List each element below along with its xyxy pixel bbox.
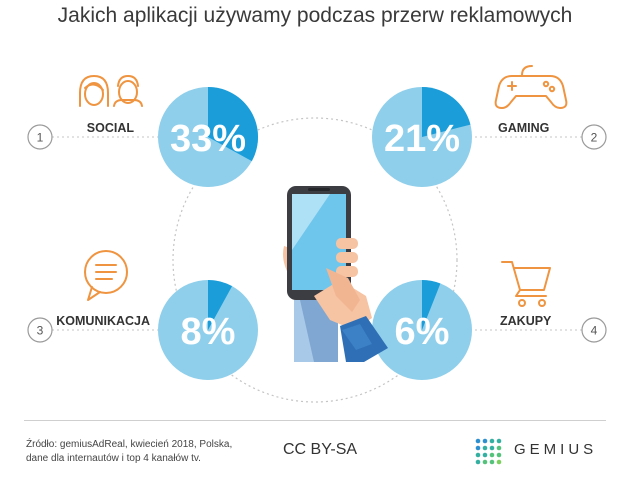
pie-1-value-label: 33% [170, 118, 246, 160]
source-line-2: dane dla internautów i top 4 kanałów tv. [26, 453, 201, 464]
gamepad-icon [494, 65, 568, 109]
pie-2 [372, 87, 472, 187]
pie-1 [158, 86, 259, 187]
number-badge-2-text: 2 [591, 131, 598, 145]
number-badge-2: 2 [581, 124, 607, 150]
category-label-2: GAMING [498, 121, 549, 135]
connector-ring [172, 117, 458, 403]
people-icon [79, 75, 143, 107]
source-line-1: Źródło: gemiusAdReal, kwiecień 2018, Pol… [26, 439, 233, 450]
pie-3-value-label: 8% [181, 311, 236, 353]
shopping-cart-icon [501, 261, 551, 307]
pie-4 [372, 279, 472, 380]
pie-3-slice [208, 279, 233, 330]
chat-bubble-icon [84, 250, 128, 301]
pie-4-value-label: 6% [395, 311, 450, 353]
number-badge-4: 4 [581, 317, 607, 343]
footer-divider [24, 420, 606, 421]
chart-title: Jakich aplikacji używamy podczas przerw … [57, 4, 573, 27]
gemius-logo-icon [475, 438, 502, 465]
brand-name: GEMIUS [514, 441, 598, 458]
pie-2-value-label: 21% [384, 118, 460, 160]
number-badge-1-text: 1 [37, 131, 44, 145]
number-badge-1: 1 [27, 124, 53, 150]
category-label-4: ZAKUPY [500, 314, 552, 328]
pie-4-slice [422, 279, 441, 330]
number-badge-3: 3 [27, 317, 53, 343]
pie-1-slice [208, 86, 259, 162]
pie-2-slice [422, 87, 471, 137]
category-label-1: SOCIAL [87, 121, 135, 135]
number-badge-3-text: 3 [37, 324, 44, 338]
phone-hand-illustration [283, 186, 388, 362]
pie-3 [158, 279, 258, 380]
license-label: CC BY-SA [283, 441, 358, 458]
number-badge-4-text: 4 [591, 324, 598, 338]
category-label-3: KOMUNIKACJA [56, 314, 150, 328]
